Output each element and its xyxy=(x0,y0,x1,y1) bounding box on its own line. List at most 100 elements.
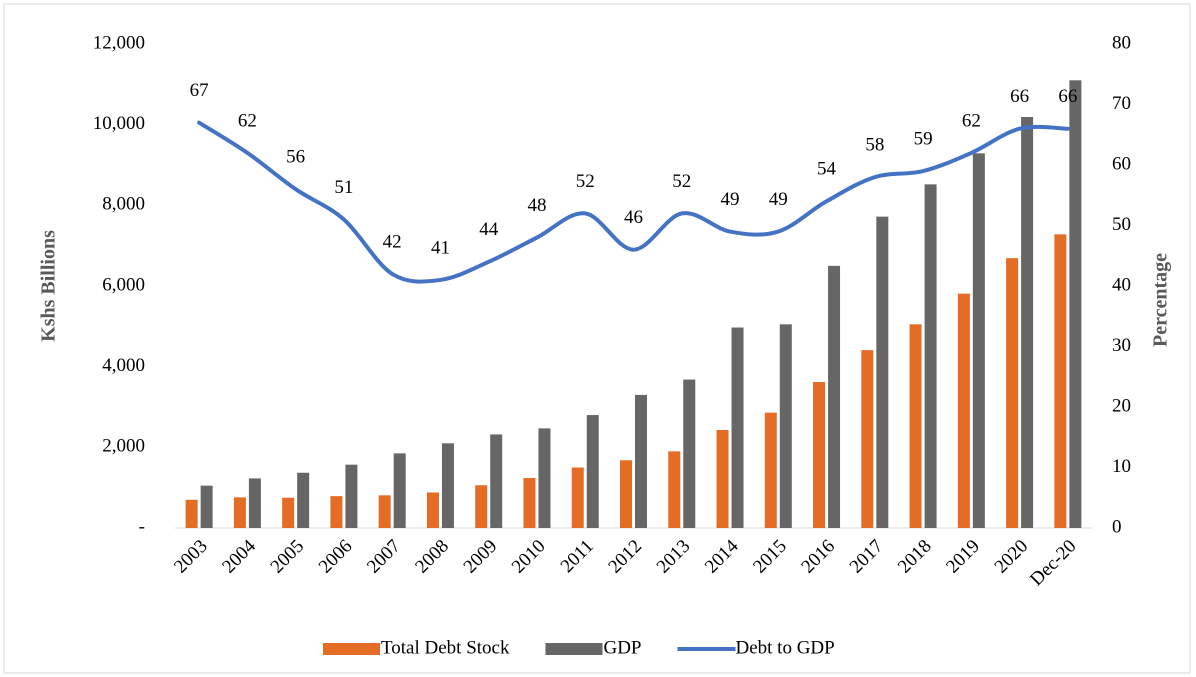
bar xyxy=(490,434,503,528)
bar xyxy=(378,495,391,528)
data-label: 59 xyxy=(914,128,933,149)
bar xyxy=(668,451,681,528)
data-label: 62 xyxy=(962,110,981,131)
x-tick-label: 2019 xyxy=(942,536,984,578)
bar xyxy=(924,184,937,529)
bar xyxy=(779,324,792,528)
x-tick-label: 2007 xyxy=(363,536,405,578)
x-tick-label: 2017 xyxy=(846,536,888,578)
data-label: 67 xyxy=(190,80,209,101)
y2-axis-title: Percentage xyxy=(1150,253,1172,347)
bar xyxy=(813,381,826,528)
bar xyxy=(586,415,599,528)
chart-border xyxy=(3,3,1191,674)
legend-label: GDP xyxy=(603,637,641,658)
bar xyxy=(828,265,841,528)
data-label: 52 xyxy=(576,171,595,192)
bar xyxy=(185,499,198,528)
y-tick-label: 6,000 xyxy=(102,274,145,295)
bar xyxy=(571,467,584,528)
data-label: 56 xyxy=(286,147,305,168)
bar xyxy=(233,497,246,528)
y2-tick-label: 80 xyxy=(1112,32,1131,53)
data-label: 51 xyxy=(334,177,353,198)
bar xyxy=(1021,117,1034,529)
bar xyxy=(282,497,295,528)
bar xyxy=(683,379,696,528)
data-label: 48 xyxy=(527,195,546,216)
y-tick-label: 8,000 xyxy=(102,194,145,215)
data-label: 58 xyxy=(865,134,884,155)
bar xyxy=(523,477,536,528)
bar xyxy=(764,412,777,528)
bar xyxy=(426,492,439,528)
data-label: 66 xyxy=(1058,86,1077,107)
legend-swatch xyxy=(545,643,603,655)
x-tick-label: 2018 xyxy=(894,536,936,578)
data-label: 41 xyxy=(431,237,450,258)
x-tick-label: 2003 xyxy=(170,536,212,578)
data-label: 49 xyxy=(721,189,740,210)
bar xyxy=(393,453,406,528)
bar xyxy=(441,443,454,528)
legend-swatch xyxy=(323,643,380,655)
data-label: 66 xyxy=(1010,86,1029,107)
x-tick-label: 2011 xyxy=(557,536,598,577)
y2-tick-label: 20 xyxy=(1112,395,1131,416)
legend-label: Total Debt Stock xyxy=(381,637,510,658)
x-tick-label: 2008 xyxy=(411,536,453,578)
line xyxy=(197,120,1070,284)
data-label: 54 xyxy=(817,159,837,180)
legend-label: Debt to GDP xyxy=(736,637,835,658)
bar xyxy=(957,293,970,528)
bar xyxy=(1069,80,1082,529)
x-tick-label: 2020 xyxy=(991,536,1033,578)
y-tick-label: - xyxy=(139,516,145,537)
x-tick-label: Dec-20 xyxy=(1026,536,1080,590)
bar xyxy=(861,350,874,528)
bar xyxy=(972,153,985,528)
y2-tick-label: 70 xyxy=(1112,93,1131,114)
bar xyxy=(909,324,922,528)
bar xyxy=(297,472,310,528)
y-tick-label: 4,000 xyxy=(102,355,145,376)
x-tick-label: 2010 xyxy=(508,536,550,578)
bar xyxy=(1006,258,1019,528)
bar xyxy=(538,428,551,528)
data-label: 46 xyxy=(624,207,643,228)
y2-tick-label: 0 xyxy=(1112,516,1122,537)
bar xyxy=(345,464,358,528)
y2-tick-label: 40 xyxy=(1112,274,1131,295)
data-label: 44 xyxy=(479,219,499,240)
bar xyxy=(1054,234,1067,528)
bar xyxy=(200,485,213,528)
y-tick-label: 2,000 xyxy=(102,436,145,457)
data-label: 49 xyxy=(769,189,788,210)
y-tick-label: 10,000 xyxy=(93,113,145,134)
bar xyxy=(248,478,261,528)
x-tick-label: 2013 xyxy=(653,536,695,578)
x-tick-label: 2015 xyxy=(749,536,791,578)
data-label: 52 xyxy=(672,171,691,192)
x-tick-label: 2012 xyxy=(604,536,646,578)
data-label: 62 xyxy=(238,110,257,131)
bar xyxy=(475,485,488,528)
x-tick-label: 2009 xyxy=(460,536,502,578)
y2-tick-label: 50 xyxy=(1112,214,1131,235)
bar xyxy=(731,327,744,528)
y2-tick-label: 30 xyxy=(1112,335,1131,356)
bar xyxy=(876,216,889,529)
data-label: 42 xyxy=(383,231,402,252)
y2-tick-label: 10 xyxy=(1112,456,1131,477)
y2-tick-label: 60 xyxy=(1112,153,1131,174)
x-tick-label: 2014 xyxy=(701,535,743,577)
bar xyxy=(330,496,343,528)
bar xyxy=(635,394,647,528)
x-tick-label: 2016 xyxy=(797,536,839,578)
x-tick-label: 2004 xyxy=(218,535,260,577)
bar xyxy=(620,460,632,528)
x-tick-label: 2006 xyxy=(315,536,357,578)
bar xyxy=(716,429,729,528)
x-tick-label: 2005 xyxy=(267,536,309,578)
